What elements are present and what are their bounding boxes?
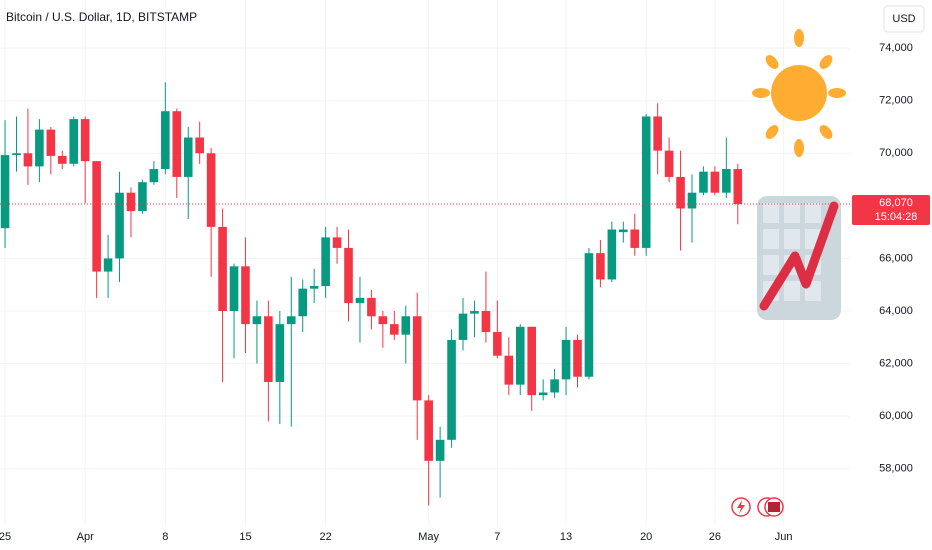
candle-body: [69, 119, 79, 164]
candle-body: [138, 182, 147, 212]
x-tick-label: May: [418, 531, 439, 543]
y-tick-label: 74,000: [879, 42, 913, 54]
candle-body: [710, 171, 720, 193]
candle-body: [733, 169, 743, 205]
candle-body: [412, 316, 422, 401]
candle-body: [332, 237, 342, 248]
candle-body: [298, 288, 308, 317]
candle-body: [550, 379, 559, 393]
x-tick-label: 25: [0, 531, 11, 543]
candle-body: [241, 266, 250, 325]
x-tick-label: Jun: [775, 531, 793, 543]
candle-body: [229, 266, 239, 312]
x-tick-label: 15: [239, 531, 251, 543]
x-tick-label: 7: [494, 531, 500, 543]
candle-body: [195, 137, 204, 154]
candle-body: [92, 161, 101, 272]
candle-body: [447, 339, 456, 440]
y-tick-label: 58,000: [879, 463, 913, 475]
candle-body: [355, 297, 365, 304]
candle-body: [481, 311, 491, 333]
y-tick-label: 60,000: [879, 410, 913, 422]
chart-icon: [757, 196, 841, 320]
candle-body: [699, 171, 708, 193]
candle-body: [161, 111, 170, 170]
candle-body: [367, 297, 376, 317]
candle-body: [538, 392, 548, 396]
candle-body: [103, 258, 113, 272]
x-tick-label: 8: [162, 531, 168, 543]
event-icons[interactable]: [731, 497, 784, 517]
y-tick-label: 70,000: [879, 147, 913, 159]
candle-body: [573, 339, 582, 377]
candle-body: [378, 316, 388, 325]
sun-icon: [752, 29, 846, 157]
last-price-box: [852, 195, 930, 226]
candle-body: [458, 313, 468, 340]
chart-title: Bitcoin / U.S. Dollar, 1D, BITSTAMP: [6, 10, 197, 24]
candle-body: [206, 153, 216, 227]
candle-body: [653, 116, 662, 151]
y-tick-label: 64,000: [879, 305, 913, 317]
candle-body: [676, 176, 685, 209]
y-tick-label: 66,000: [879, 252, 913, 264]
candle-body: [619, 229, 628, 233]
candle-body: [515, 326, 525, 385]
candles: [0, 82, 743, 506]
candle-body: [149, 169, 159, 183]
candle-body: [80, 119, 90, 162]
candle-body: [218, 226, 227, 312]
y-tick-label: 62,000: [879, 357, 913, 369]
candle-body: [172, 111, 182, 177]
candle-body: [527, 326, 537, 396]
y-tick-label: 72,000: [879, 95, 913, 107]
candle-body: [57, 155, 67, 164]
candle-body: [470, 311, 479, 314]
candle-body: [504, 355, 514, 385]
currency-button[interactable]: [883, 5, 925, 33]
x-tick-label: 26: [709, 531, 721, 543]
candle-body: [286, 316, 296, 325]
grid: [0, 0, 850, 525]
candle-body: [561, 339, 571, 380]
candle-body: [321, 237, 330, 287]
candle-body: [35, 129, 44, 167]
candle-body: [0, 155, 10, 229]
candle-body: [309, 286, 319, 289]
x-tick-label: 20: [640, 531, 652, 543]
candle-body: [687, 192, 697, 209]
last-price-label: 68,070: [879, 197, 913, 209]
candle-body: [126, 192, 136, 212]
countdown-label: 15:04:28: [875, 211, 918, 223]
candle-body: [344, 247, 353, 304]
candle-body: [264, 316, 273, 382]
candle-body: [275, 324, 285, 382]
x-tick-label: 13: [560, 531, 572, 543]
candle-body: [664, 150, 674, 177]
x-tick-label: 22: [319, 531, 331, 543]
x-tick-label: Apr: [77, 531, 94, 543]
candle-body: [584, 253, 594, 377]
candle-body: [493, 332, 502, 356]
candle-body: [252, 316, 262, 325]
candle-body: [607, 229, 617, 280]
candle-body: [641, 116, 651, 248]
currency-label[interactable]: USD: [892, 13, 915, 25]
candle-body: [596, 253, 605, 280]
candle-body: [23, 153, 33, 167]
candle-body: [390, 324, 399, 335]
candle-body: [401, 316, 411, 335]
candle-body: [183, 137, 193, 177]
candle-body: [435, 439, 445, 461]
candle-body: [424, 400, 433, 461]
candle-body: [115, 192, 124, 259]
candle-body: [630, 229, 640, 248]
candle-body: [12, 153, 21, 156]
candle-body: [722, 169, 731, 193]
candle-body: [46, 129, 56, 156]
